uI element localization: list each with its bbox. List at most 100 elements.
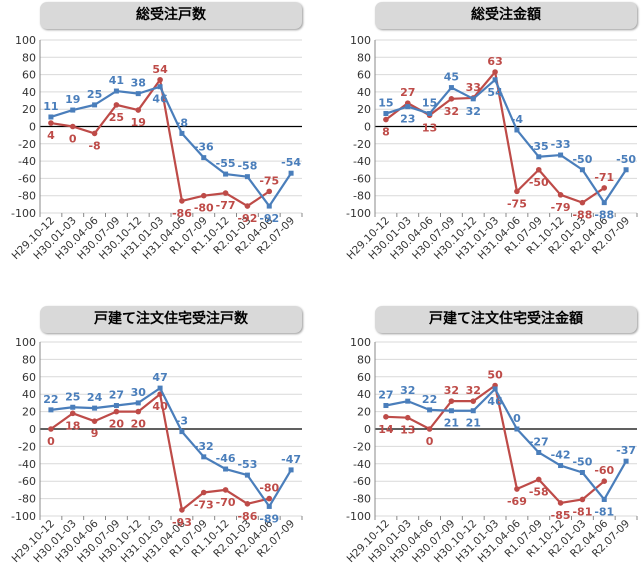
y-tick-label: 40 [357, 86, 371, 99]
data-point [69, 410, 76, 417]
chart-total-amount: 総受注金額 100 80 60 40 20 0 -20 -40 -60 -80 -100 H29.10… [321, 0, 642, 291]
y-tick-label: 60 [357, 69, 371, 82]
data-point [223, 466, 229, 472]
series-line-blue [385, 78, 627, 204]
data-point [288, 467, 294, 473]
data-label: -3 [176, 415, 188, 428]
data-point [223, 171, 229, 177]
data-label: -50 [572, 153, 592, 166]
data-point [470, 398, 477, 404]
data-label: 24 [87, 391, 103, 404]
data-point [448, 398, 455, 404]
data-label: 25 [65, 390, 80, 403]
data-label: 20 [109, 418, 125, 431]
y-tick-label: 40 [22, 86, 36, 99]
y-tick-label: 100 [15, 336, 36, 349]
data-label: 47 [152, 371, 167, 384]
data-label: 41 [109, 74, 124, 87]
data-label: -81 [572, 505, 592, 518]
y-tick-label: 80 [357, 51, 371, 64]
data-point [557, 192, 564, 198]
data-label: -86 [172, 207, 192, 220]
data-label: -85 [551, 509, 571, 522]
data-point [157, 385, 163, 391]
data-label: 11 [43, 100, 58, 113]
series-line-blue [50, 85, 292, 208]
y-tick-label: 100 [15, 34, 36, 47]
data-label: -35 [529, 140, 549, 153]
data-point [558, 152, 564, 158]
data-point [579, 199, 586, 206]
data-point [448, 96, 455, 102]
data-point [536, 154, 542, 160]
data-point [492, 69, 498, 75]
data-point [70, 404, 76, 410]
chart-svg: 100806040200-20-40-60-80-100H29.10-12H30… [345, 34, 638, 262]
data-point [536, 449, 542, 455]
data-label: -54 [281, 156, 301, 169]
chart-svg: 100806040200-20-40-60-80-100H29.10-12H30… [10, 34, 303, 262]
data-point [244, 501, 251, 507]
data-label: 19 [131, 116, 146, 129]
data-point [514, 127, 520, 133]
y-tick-label: -40 [353, 458, 371, 471]
y-tick-label: 60 [22, 69, 36, 82]
data-point [113, 403, 119, 409]
data-point [426, 426, 433, 432]
y-tick-label: 20 [22, 406, 36, 419]
data-label: -37 [616, 444, 636, 457]
data-label: 18 [65, 419, 80, 432]
y-tick-label: -100 [11, 510, 36, 523]
data-label: -86 [237, 510, 257, 523]
data-point [222, 190, 229, 196]
data-point [48, 426, 54, 432]
data-point [222, 487, 229, 493]
y-tick-label: 80 [357, 353, 371, 366]
data-point [135, 91, 141, 97]
y-tick-label: 100 [350, 34, 371, 47]
data-point [601, 496, 607, 502]
data-label: 46 [152, 93, 168, 106]
data-point [179, 130, 185, 136]
data-label: -88 [572, 209, 592, 222]
data-label: 4 [47, 129, 55, 142]
data-point [135, 400, 141, 406]
data-label: -27 [529, 435, 549, 448]
data-label: -80 [194, 202, 214, 215]
data-point [448, 85, 454, 91]
data-label: -8 [176, 116, 188, 129]
data-label: -80 [259, 482, 279, 495]
y-tick-label: -100 [346, 510, 371, 523]
y-tick-label: -80 [18, 190, 36, 203]
data-label: -47 [281, 453, 301, 466]
data-label: 46 [487, 395, 503, 408]
data-label: 32 [466, 105, 481, 118]
data-label: 33 [466, 81, 481, 94]
data-label: 15 [422, 97, 437, 110]
data-label: -42 [551, 449, 571, 462]
data-point [601, 200, 607, 206]
data-point [244, 203, 251, 209]
data-label: 38 [131, 77, 146, 90]
y-tick-label: -60 [18, 475, 36, 488]
data-point [200, 489, 207, 496]
data-point [535, 166, 542, 173]
chart-title: 戸建て注文住宅受注戸数 [40, 306, 302, 333]
y-tick-label: 0 [29, 423, 36, 436]
data-label: -73 [194, 499, 214, 512]
data-label: 14 [378, 423, 394, 436]
data-point [266, 503, 272, 509]
data-point [601, 478, 608, 484]
data-label: -58 [237, 160, 257, 173]
data-label: 21 [444, 417, 459, 430]
data-point [200, 192, 207, 199]
data-label: 9 [91, 427, 99, 440]
y-tick-label: -100 [346, 207, 371, 220]
y-tick-label: -80 [18, 493, 36, 506]
data-point [288, 170, 294, 176]
data-label: 19 [65, 93, 80, 106]
data-point [69, 123, 76, 130]
data-label: -75 [259, 174, 279, 187]
y-tick-label: -60 [18, 172, 36, 185]
data-point [514, 486, 520, 492]
